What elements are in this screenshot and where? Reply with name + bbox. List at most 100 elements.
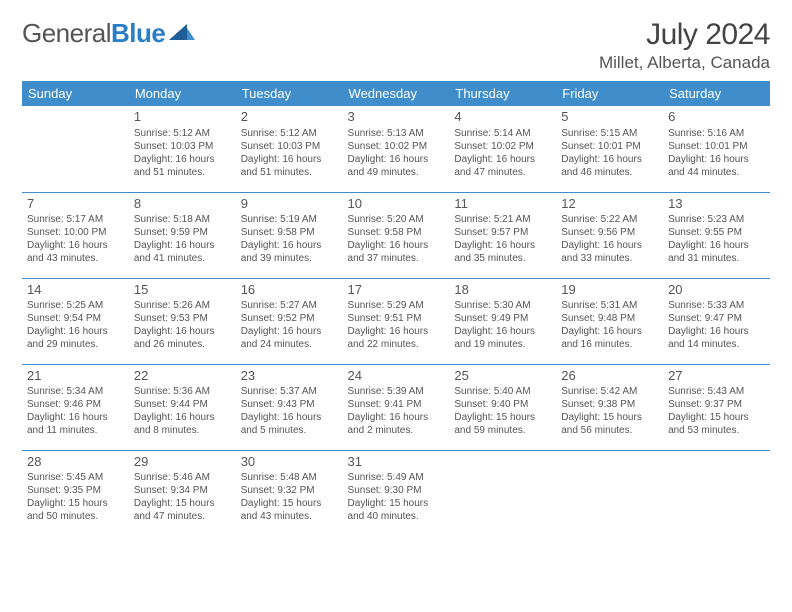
day-daylight: Daylight: 16 hours and 26 minutes. — [134, 325, 231, 351]
calendar-day-cell — [22, 106, 129, 192]
day-daylight: Daylight: 15 hours and 56 minutes. — [561, 411, 658, 437]
day-daylight: Daylight: 16 hours and 37 minutes. — [348, 239, 445, 265]
calendar-day-cell: 31Sunrise: 5:49 AMSunset: 9:30 PMDayligh… — [343, 450, 450, 536]
day-daylight: Daylight: 16 hours and 14 minutes. — [668, 325, 765, 351]
calendar-day-cell: 22Sunrise: 5:36 AMSunset: 9:44 PMDayligh… — [129, 364, 236, 450]
location-text: Millet, Alberta, Canada — [599, 53, 770, 73]
calendar-day-cell: 19Sunrise: 5:31 AMSunset: 9:48 PMDayligh… — [556, 278, 663, 364]
day-sunrise: Sunrise: 5:31 AM — [561, 299, 658, 312]
weekday-header: Tuesday — [236, 81, 343, 106]
day-sunset: Sunset: 10:01 PM — [561, 140, 658, 153]
day-daylight: Daylight: 16 hours and 16 minutes. — [561, 325, 658, 351]
day-number: 4 — [454, 109, 551, 126]
calendar-day-cell: 29Sunrise: 5:46 AMSunset: 9:34 PMDayligh… — [129, 450, 236, 536]
brand-triangle-icon — [169, 18, 195, 45]
day-number: 12 — [561, 196, 658, 213]
calendar-header-row: SundayMondayTuesdayWednesdayThursdayFrid… — [22, 81, 770, 106]
calendar-day-cell: 4Sunrise: 5:14 AMSunset: 10:02 PMDayligh… — [449, 106, 556, 192]
day-sunset: Sunset: 9:35 PM — [27, 484, 124, 497]
day-daylight: Daylight: 16 hours and 43 minutes. — [27, 239, 124, 265]
calendar-day-cell: 12Sunrise: 5:22 AMSunset: 9:56 PMDayligh… — [556, 192, 663, 278]
day-number: 1 — [134, 109, 231, 126]
day-sunrise: Sunrise: 5:46 AM — [134, 471, 231, 484]
calendar-day-cell: 14Sunrise: 5:25 AMSunset: 9:54 PMDayligh… — [22, 278, 129, 364]
day-number: 29 — [134, 454, 231, 471]
day-daylight: Daylight: 16 hours and 35 minutes. — [454, 239, 551, 265]
day-daylight: Daylight: 16 hours and 29 minutes. — [27, 325, 124, 351]
day-sunrise: Sunrise: 5:29 AM — [348, 299, 445, 312]
day-daylight: Daylight: 16 hours and 51 minutes. — [241, 153, 338, 179]
day-number: 19 — [561, 282, 658, 299]
calendar-day-cell: 2Sunrise: 5:12 AMSunset: 10:03 PMDayligh… — [236, 106, 343, 192]
day-sunset: Sunset: 9:38 PM — [561, 398, 658, 411]
day-sunset: Sunset: 9:43 PM — [241, 398, 338, 411]
brand-logo: GeneralBlue — [22, 18, 195, 49]
day-sunset: Sunset: 9:59 PM — [134, 226, 231, 239]
day-sunrise: Sunrise: 5:19 AM — [241, 213, 338, 226]
calendar-day-cell: 6Sunrise: 5:16 AMSunset: 10:01 PMDayligh… — [663, 106, 770, 192]
day-sunrise: Sunrise: 5:26 AM — [134, 299, 231, 312]
day-daylight: Daylight: 16 hours and 5 minutes. — [241, 411, 338, 437]
day-daylight: Daylight: 15 hours and 47 minutes. — [134, 497, 231, 523]
day-sunrise: Sunrise: 5:30 AM — [454, 299, 551, 312]
day-number: 26 — [561, 368, 658, 385]
calendar-day-cell: 26Sunrise: 5:42 AMSunset: 9:38 PMDayligh… — [556, 364, 663, 450]
day-sunrise: Sunrise: 5:13 AM — [348, 127, 445, 140]
day-number: 28 — [27, 454, 124, 471]
day-number: 13 — [668, 196, 765, 213]
day-number: 31 — [348, 454, 445, 471]
day-sunset: Sunset: 10:02 PM — [348, 140, 445, 153]
day-sunrise: Sunrise: 5:42 AM — [561, 385, 658, 398]
day-number: 5 — [561, 109, 658, 126]
day-sunrise: Sunrise: 5:18 AM — [134, 213, 231, 226]
calendar-day-cell: 10Sunrise: 5:20 AMSunset: 9:58 PMDayligh… — [343, 192, 450, 278]
calendar-table: SundayMondayTuesdayWednesdayThursdayFrid… — [22, 81, 770, 536]
calendar-day-cell: 7Sunrise: 5:17 AMSunset: 10:00 PMDayligh… — [22, 192, 129, 278]
title-block: July 2024 Millet, Alberta, Canada — [599, 18, 770, 73]
day-sunset: Sunset: 9:54 PM — [27, 312, 124, 325]
calendar-day-cell — [556, 450, 663, 536]
day-sunset: Sunset: 9:30 PM — [348, 484, 445, 497]
calendar-day-cell — [663, 450, 770, 536]
day-daylight: Daylight: 16 hours and 39 minutes. — [241, 239, 338, 265]
weekday-header: Monday — [129, 81, 236, 106]
day-daylight: Daylight: 15 hours and 40 minutes. — [348, 497, 445, 523]
day-number: 30 — [241, 454, 338, 471]
day-number: 14 — [27, 282, 124, 299]
day-number: 27 — [668, 368, 765, 385]
day-sunrise: Sunrise: 5:25 AM — [27, 299, 124, 312]
day-sunset: Sunset: 9:58 PM — [348, 226, 445, 239]
day-daylight: Daylight: 16 hours and 22 minutes. — [348, 325, 445, 351]
day-sunrise: Sunrise: 5:23 AM — [668, 213, 765, 226]
day-daylight: Daylight: 16 hours and 47 minutes. — [454, 153, 551, 179]
page-header: GeneralBlue July 2024 Millet, Alberta, C… — [22, 18, 770, 73]
day-number: 9 — [241, 196, 338, 213]
calendar-day-cell: 17Sunrise: 5:29 AMSunset: 9:51 PMDayligh… — [343, 278, 450, 364]
calendar-body: 1Sunrise: 5:12 AMSunset: 10:03 PMDayligh… — [22, 106, 770, 536]
calendar-day-cell: 23Sunrise: 5:37 AMSunset: 9:43 PMDayligh… — [236, 364, 343, 450]
day-number: 7 — [27, 196, 124, 213]
day-daylight: Daylight: 15 hours and 50 minutes. — [27, 497, 124, 523]
day-sunrise: Sunrise: 5:17 AM — [27, 213, 124, 226]
day-sunrise: Sunrise: 5:45 AM — [27, 471, 124, 484]
day-sunrise: Sunrise: 5:16 AM — [668, 127, 765, 140]
day-daylight: Daylight: 16 hours and 31 minutes. — [668, 239, 765, 265]
day-sunset: Sunset: 9:56 PM — [561, 226, 658, 239]
weekday-header: Saturday — [663, 81, 770, 106]
weekday-header: Thursday — [449, 81, 556, 106]
day-sunrise: Sunrise: 5:49 AM — [348, 471, 445, 484]
calendar-day-cell: 18Sunrise: 5:30 AMSunset: 9:49 PMDayligh… — [449, 278, 556, 364]
calendar-day-cell: 3Sunrise: 5:13 AMSunset: 10:02 PMDayligh… — [343, 106, 450, 192]
calendar-day-cell: 24Sunrise: 5:39 AMSunset: 9:41 PMDayligh… — [343, 364, 450, 450]
day-sunset: Sunset: 9:44 PM — [134, 398, 231, 411]
day-sunrise: Sunrise: 5:48 AM — [241, 471, 338, 484]
day-sunset: Sunset: 10:03 PM — [134, 140, 231, 153]
day-sunset: Sunset: 9:58 PM — [241, 226, 338, 239]
day-daylight: Daylight: 16 hours and 2 minutes. — [348, 411, 445, 437]
day-number: 16 — [241, 282, 338, 299]
calendar-week-row: 14Sunrise: 5:25 AMSunset: 9:54 PMDayligh… — [22, 278, 770, 364]
day-number: 18 — [454, 282, 551, 299]
day-daylight: Daylight: 16 hours and 49 minutes. — [348, 153, 445, 179]
day-number: 15 — [134, 282, 231, 299]
day-daylight: Daylight: 16 hours and 11 minutes. — [27, 411, 124, 437]
